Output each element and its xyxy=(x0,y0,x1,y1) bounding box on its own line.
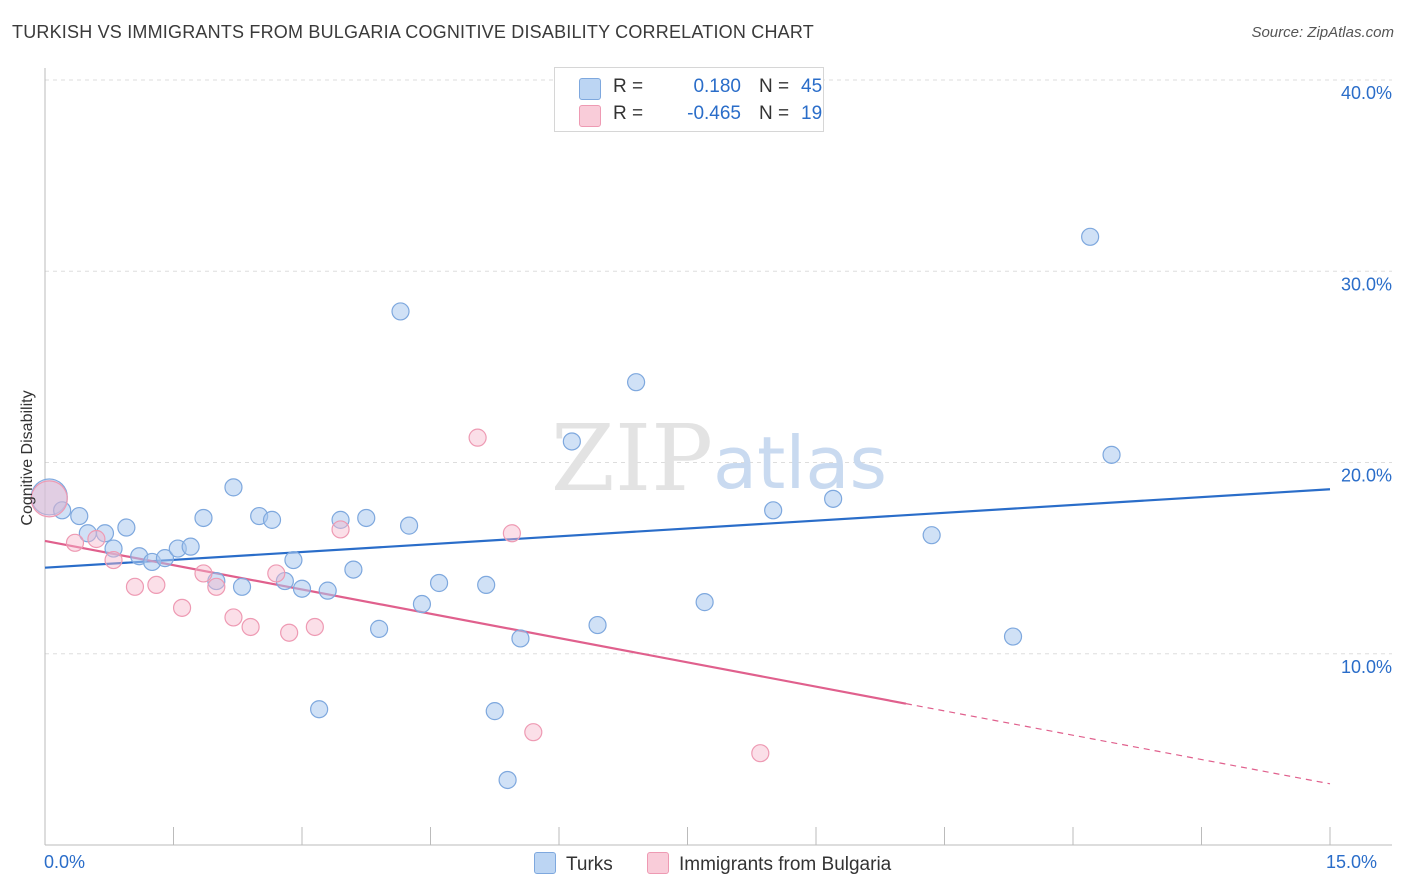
turks-n-value: 45 xyxy=(801,76,823,97)
data-point-turks xyxy=(588,615,607,635)
grid-lines xyxy=(45,79,1392,655)
data-point-bulgaria xyxy=(207,577,226,596)
bulgaria-r-value: -0.465 xyxy=(687,103,741,124)
bulgaria-swatch xyxy=(579,105,601,127)
data-point-turks xyxy=(262,510,282,529)
data-point-turks xyxy=(331,510,350,529)
data-point-turks xyxy=(224,478,243,497)
data-point-turks xyxy=(344,560,363,579)
data-points xyxy=(30,227,1121,790)
data-point-turks xyxy=(117,518,136,537)
data-point-turks xyxy=(429,573,449,593)
x-min-label: 0.0% xyxy=(44,852,86,872)
y-axis-label: Cognitive Disability xyxy=(19,390,36,526)
turks-legend-swatch xyxy=(534,852,556,874)
data-point-turks xyxy=(626,373,646,392)
bulgaria-legend-label: Immigrants from Bulgaria xyxy=(679,854,892,875)
y-tick-labels: 10.0% 20.0% 30.0% 40.0% xyxy=(1341,83,1392,677)
data-point-bulgaria xyxy=(104,550,123,570)
x-max-label: 15.0% xyxy=(1326,852,1378,872)
bulgaria-r-label: R = xyxy=(613,103,644,124)
data-point-turks xyxy=(70,506,89,526)
data-point-bulgaria xyxy=(30,480,68,518)
y-tick-label: 30.0% xyxy=(1341,274,1392,294)
trend-line-turks xyxy=(44,488,1331,569)
data-point-bulgaria xyxy=(147,575,166,595)
axes xyxy=(44,68,1392,846)
bulgaria-n-label: N = xyxy=(759,103,790,124)
turks-swatch xyxy=(579,78,601,100)
data-point-bulgaria xyxy=(468,428,487,447)
data-point-bulgaria xyxy=(125,577,145,596)
trend-line-bulgaria xyxy=(44,539,907,705)
data-point-turks xyxy=(485,702,504,721)
data-point-turks xyxy=(511,629,530,648)
data-point-turks xyxy=(562,432,581,451)
data-point-turks xyxy=(764,501,783,520)
data-point-turks xyxy=(232,577,252,596)
data-point-turks xyxy=(412,594,432,614)
y-tick-label: 20.0% xyxy=(1341,466,1392,486)
bulgaria-legend-swatch xyxy=(647,852,669,874)
turks-r-value: 0.180 xyxy=(693,76,741,97)
bulgaria-n-value: 19 xyxy=(801,103,823,124)
data-point-turks xyxy=(1003,627,1023,646)
data-point-turks xyxy=(284,550,303,570)
data-point-bulgaria xyxy=(267,564,286,583)
data-point-turks xyxy=(922,526,941,545)
data-point-turks xyxy=(181,537,200,556)
data-point-bulgaria xyxy=(87,529,106,549)
legend-item-turks[interactable]: Turks xyxy=(534,852,613,876)
data-point-bulgaria xyxy=(280,623,299,642)
legend-item-bulgaria[interactable]: Immigrants from Bulgaria xyxy=(647,852,891,876)
data-point-turks xyxy=(477,575,496,595)
trend-lines xyxy=(44,488,1331,785)
data-point-bulgaria xyxy=(502,524,521,543)
data-point-bulgaria xyxy=(241,617,260,637)
data-point-turks xyxy=(399,516,419,535)
y-tick-label: 40.0% xyxy=(1341,83,1392,103)
trend-line-extension xyxy=(905,703,1331,785)
data-point-turks xyxy=(1081,227,1100,246)
data-point-turks xyxy=(357,508,376,528)
data-point-bulgaria xyxy=(194,564,213,583)
turks-legend-label: Turks xyxy=(566,854,613,875)
turks-r-label: R = xyxy=(613,76,644,97)
data-point-turks xyxy=(194,508,213,528)
watermark-zip: ZIP xyxy=(551,405,713,512)
data-point-bulgaria xyxy=(305,617,324,637)
data-point-bulgaria xyxy=(224,608,243,627)
data-point-bulgaria xyxy=(331,520,350,539)
stats-legend: R = 0.180 N = 45 R = -0.465 N = 19 xyxy=(554,67,824,132)
data-point-turks xyxy=(318,581,337,600)
data-point-turks xyxy=(824,489,843,508)
y-tick-label: 10.0% xyxy=(1341,657,1392,677)
data-point-turks xyxy=(695,593,714,612)
data-point-turks xyxy=(498,770,517,790)
data-point-bulgaria xyxy=(172,598,192,617)
data-point-turks xyxy=(1102,445,1121,464)
data-point-turks xyxy=(292,579,312,598)
turks-n-label: N = xyxy=(759,76,790,97)
data-point-bulgaria xyxy=(65,533,85,552)
data-point-turks xyxy=(370,619,389,638)
watermark-atlas: atlas xyxy=(713,421,887,505)
data-point-bulgaria xyxy=(524,723,543,742)
data-point-turks xyxy=(310,700,329,719)
chart-title: TURKISH VS IMMIGRANTS FROM BULGARIA COGN… xyxy=(12,22,814,42)
source-label: Source: ZipAtlas.com xyxy=(1251,24,1394,41)
data-point-turks xyxy=(155,549,175,568)
data-point-bulgaria xyxy=(751,744,770,763)
data-point-turks xyxy=(391,302,410,321)
